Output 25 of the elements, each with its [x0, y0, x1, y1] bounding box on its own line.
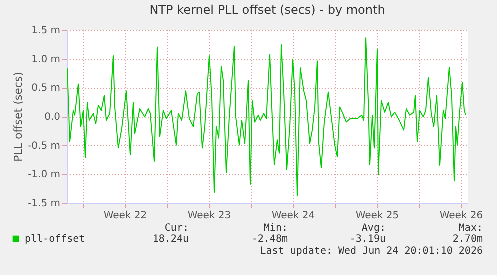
y-tick-label: 1.0 m [32, 54, 60, 66]
y-tick-label: 0.0 [44, 112, 60, 123]
text: Min: [264, 223, 288, 234]
legend-label: pll-offset [25, 234, 86, 245]
text: -2.48m [252, 234, 288, 245]
text: Avg: [362, 223, 386, 234]
text: 2.70m [452, 234, 483, 245]
x-tick-label: Week 22 [104, 210, 148, 222]
chart-title: NTP kernel PLL offset (secs) - by month [150, 3, 386, 17]
x-tick-label: Week 26 [440, 210, 484, 222]
y-axis-title: PLL offset (secs) [12, 72, 26, 162]
y-tick-label: -1.5 m [28, 198, 60, 210]
line-series [67, 38, 466, 197]
y-tick-label: 1.5 m [32, 26, 60, 36]
text: Cur: [164, 223, 189, 234]
text: Max: [458, 223, 483, 234]
text: Last update: Wed Jun 24 20:01:10 2026 [260, 246, 483, 257]
y-tick-label: -1.0 m [28, 170, 60, 181]
x-tick-label: Week 25 [356, 210, 400, 222]
x-tick-label: Week 24 [272, 210, 316, 222]
y-tick-label: 0.5 m [32, 83, 60, 94]
text: -3.19u [350, 234, 386, 245]
text: 18.24u [152, 234, 189, 245]
y-tick-label: -0.5 m [28, 140, 60, 152]
x-tick-label: Week 23 [188, 210, 232, 222]
